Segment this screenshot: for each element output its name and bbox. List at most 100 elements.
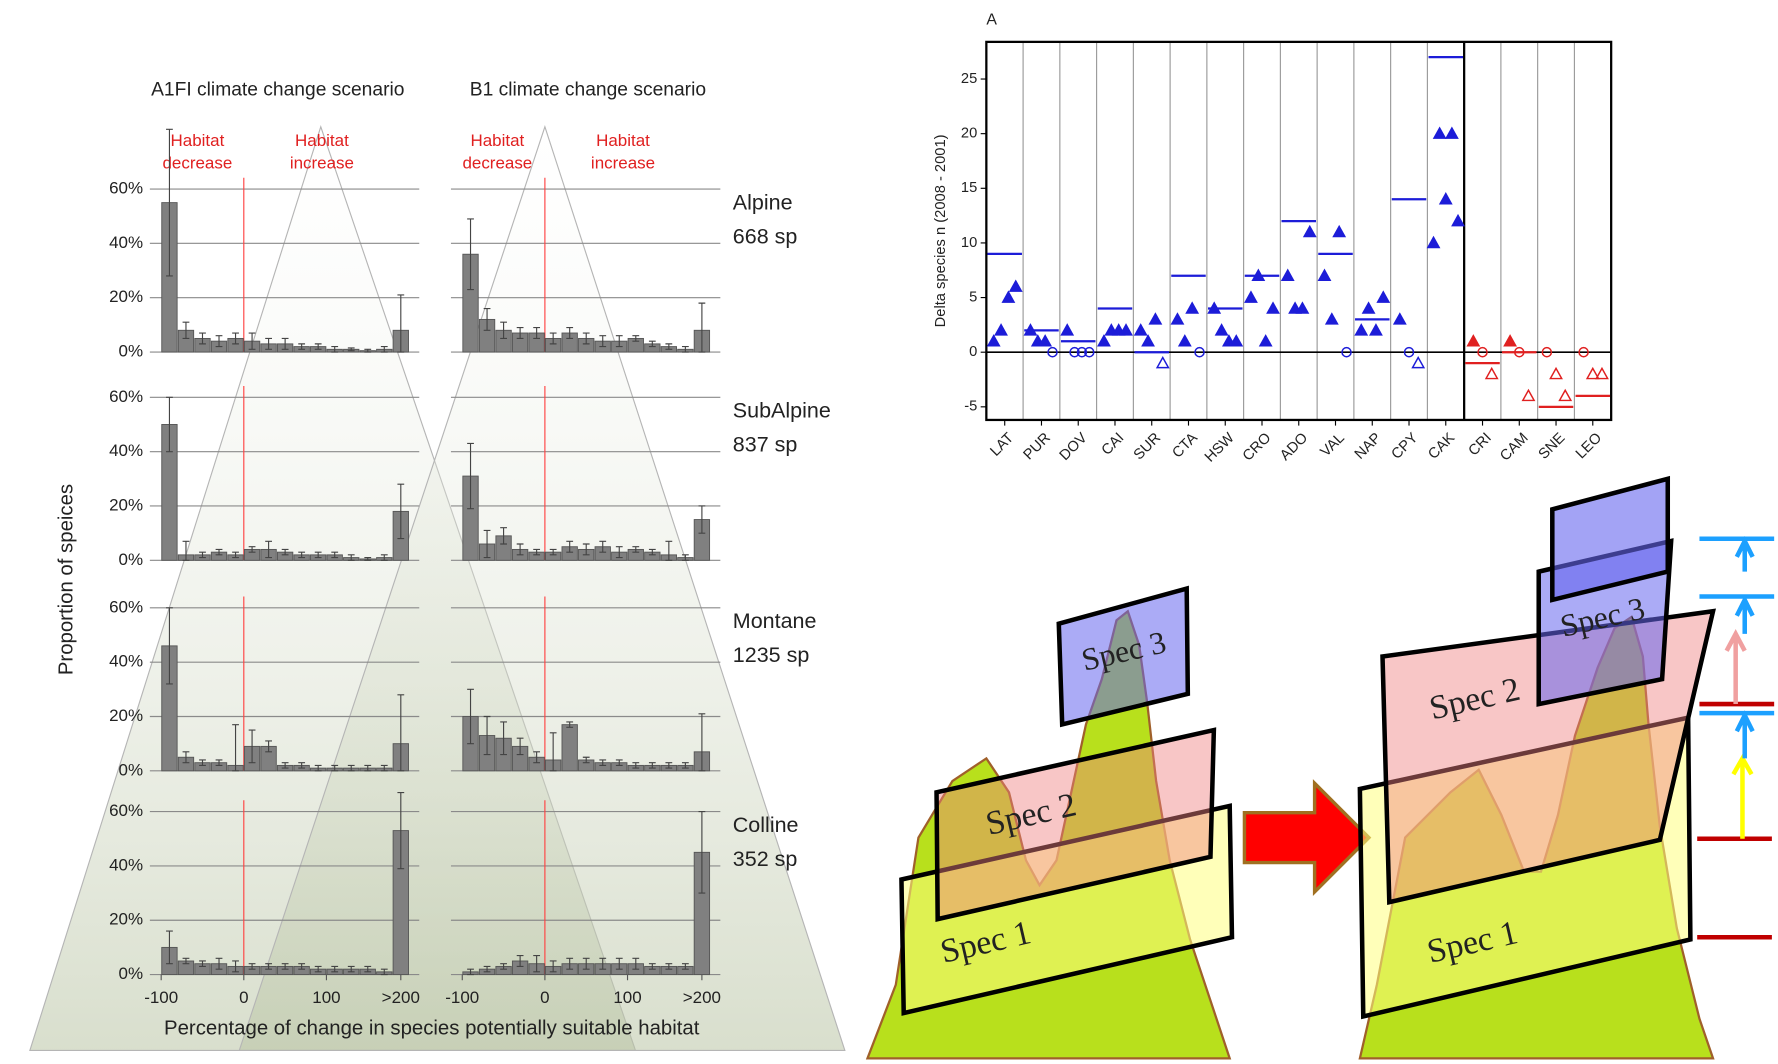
error-bar — [166, 930, 173, 965]
filled-triangle-point — [1361, 301, 1376, 314]
open-circle-point — [1578, 346, 1589, 358]
error-bar — [232, 960, 239, 973]
error-bar — [265, 963, 272, 970]
error-bar — [281, 337, 289, 350]
spec-2-range — [934, 727, 1217, 922]
bar — [561, 724, 578, 772]
y-tick-label: 40% — [109, 233, 143, 252]
filled-triangle-point — [1503, 334, 1517, 347]
error-bar — [397, 694, 405, 772]
error-bar — [615, 759, 623, 766]
filled-triangle-point — [1141, 334, 1155, 347]
y-tick-label: 25 — [961, 71, 977, 87]
error-bar — [533, 751, 541, 764]
backdrop-triangle — [238, 124, 846, 1051]
filled-triangle-point — [994, 323, 1008, 336]
error-bar — [681, 762, 689, 769]
filled-triangle-point — [1317, 268, 1332, 281]
x-tick-label: CAI — [1099, 430, 1128, 459]
error-bar — [632, 762, 640, 769]
error-bar — [380, 346, 388, 353]
zone-label: Montane — [733, 609, 817, 633]
error-bar — [500, 963, 507, 970]
habitat-label: Habitat — [171, 131, 225, 150]
x-tick-label: LEO — [1573, 430, 1605, 462]
error-bar — [314, 551, 322, 559]
error-bar — [615, 335, 623, 348]
error-bar — [397, 792, 405, 870]
habitat-label: Habitat — [596, 131, 650, 150]
filled-triangle-point — [1258, 334, 1273, 347]
plot-frame — [985, 40, 1613, 422]
error-bar — [566, 721, 574, 728]
error-bar — [232, 724, 239, 772]
shift-arrow — [1242, 779, 1372, 897]
filled-triangle-point — [1295, 301, 1310, 314]
filled-triangle-point — [1376, 290, 1391, 303]
error-bar — [582, 957, 590, 970]
habitat-label: decrease — [462, 154, 532, 173]
error-bar — [347, 554, 355, 561]
error-bar — [582, 332, 590, 345]
open-circle-point — [1069, 346, 1080, 358]
error-bar — [582, 543, 590, 556]
filled-triangle-point — [1097, 334, 1111, 347]
error-bar — [281, 963, 289, 970]
error-bar — [331, 346, 339, 353]
filled-triangle-point — [1426, 235, 1441, 249]
species-count: 668 sp — [733, 224, 798, 248]
error-bar — [298, 963, 306, 970]
error-bar — [632, 957, 640, 970]
x-tick-label: SUR — [1131, 430, 1164, 463]
filled-triangle-point — [1369, 323, 1383, 336]
error-bar — [380, 968, 388, 976]
x-tick-label: >200 — [683, 988, 721, 1007]
error-bar — [467, 688, 474, 745]
error-bar — [665, 540, 673, 561]
error-bar — [516, 954, 524, 967]
y-tick-label: 40% — [109, 855, 143, 874]
error-bar — [298, 762, 306, 769]
error-bar — [549, 548, 557, 556]
error-bar — [182, 321, 190, 340]
zone-label: Alpine — [733, 190, 793, 214]
y-tick-label: 60% — [109, 597, 143, 616]
error-bar — [516, 327, 524, 340]
open-circle-point — [1194, 346, 1205, 358]
error-bar — [533, 327, 541, 340]
error-bar — [566, 957, 574, 970]
filled-triangle-point — [1170, 312, 1185, 325]
error-bar — [500, 527, 507, 545]
error-bar — [549, 960, 557, 973]
error-bar — [648, 762, 656, 769]
open-circle-point — [1083, 346, 1095, 358]
error-bar — [698, 302, 706, 353]
error-bar — [215, 957, 223, 970]
filled-triangle-point — [1119, 323, 1133, 336]
error-bar — [364, 557, 372, 561]
x-tick-label: 0 — [540, 988, 549, 1007]
filled-triangle-point — [1324, 312, 1339, 325]
error-bar — [681, 963, 689, 970]
scatter-figure: A Delta species n (2008 - 2001) -5 0 5 10 15… — [933, 12, 1613, 466]
y-tick-label: 40% — [109, 441, 143, 460]
filled-triangle-point — [1148, 312, 1163, 325]
open-circle-point — [1514, 346, 1525, 358]
x-tick-label: CRI — [1466, 430, 1495, 459]
y-tick-label: 0 — [969, 344, 977, 360]
y-tick-label: 60% — [109, 387, 143, 406]
open-triangle-point — [1558, 388, 1573, 402]
filled-triangle-point — [1451, 213, 1465, 227]
error-bar — [648, 548, 656, 556]
filled-triangle-point — [1214, 323, 1229, 336]
open-circle-point — [1477, 346, 1488, 358]
filled-triangle-point — [1444, 126, 1459, 139]
spec-1-range — [899, 803, 1235, 1016]
y-tick-label: 20 — [961, 126, 977, 142]
filled-triangle-point — [1177, 334, 1192, 347]
error-bar — [698, 505, 706, 534]
y-tick-label: 0% — [119, 964, 144, 983]
error-bar — [314, 965, 322, 973]
x-tick-label: VAL — [1318, 430, 1348, 460]
